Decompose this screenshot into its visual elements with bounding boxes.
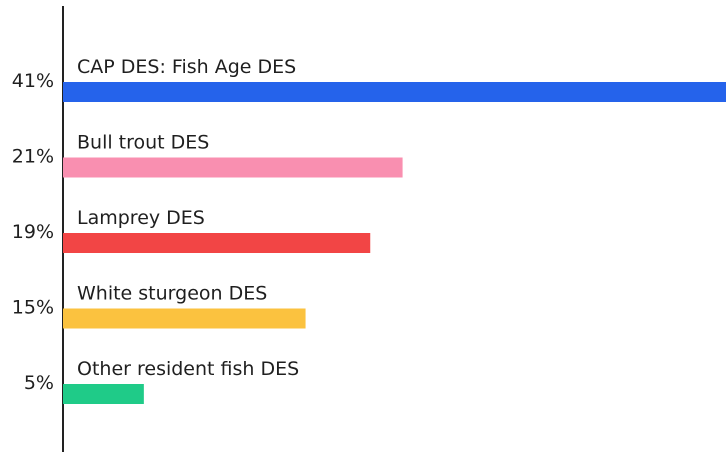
bar-bull-trout-des (63, 157, 403, 178)
category-label-bull-trout-des: Bull trout DES (77, 132, 209, 154)
bar-other-resident-fish-des (63, 384, 144, 404)
bar-white-sturgeon-des (63, 308, 306, 329)
value-label-other-resident-fish-des: 5% (24, 372, 54, 394)
category-label-cap-des-fish-age-des: CAP DES: Fish Age DES (77, 56, 296, 78)
category-label-lamprey-des: Lamprey DES (77, 207, 205, 229)
bar-cap-des-fish-age-des (63, 82, 726, 102)
value-label-white-sturgeon-des: 15% (12, 297, 54, 319)
value-label-cap-des-fish-age-des: 41% (12, 70, 54, 92)
category-label-white-sturgeon-des: White sturgeon DES (77, 283, 267, 305)
chart-marks: CAP DES: Fish Age DES 41% Bull trout DES 21… (12, 56, 726, 404)
value-label-bull-trout-des: 21% (12, 146, 54, 168)
bar-lamprey-des (63, 233, 371, 253)
value-label-lamprey-des: 19% (12, 221, 54, 243)
category-label-other-resident-fish-des: Other resident fish DES (77, 358, 299, 380)
